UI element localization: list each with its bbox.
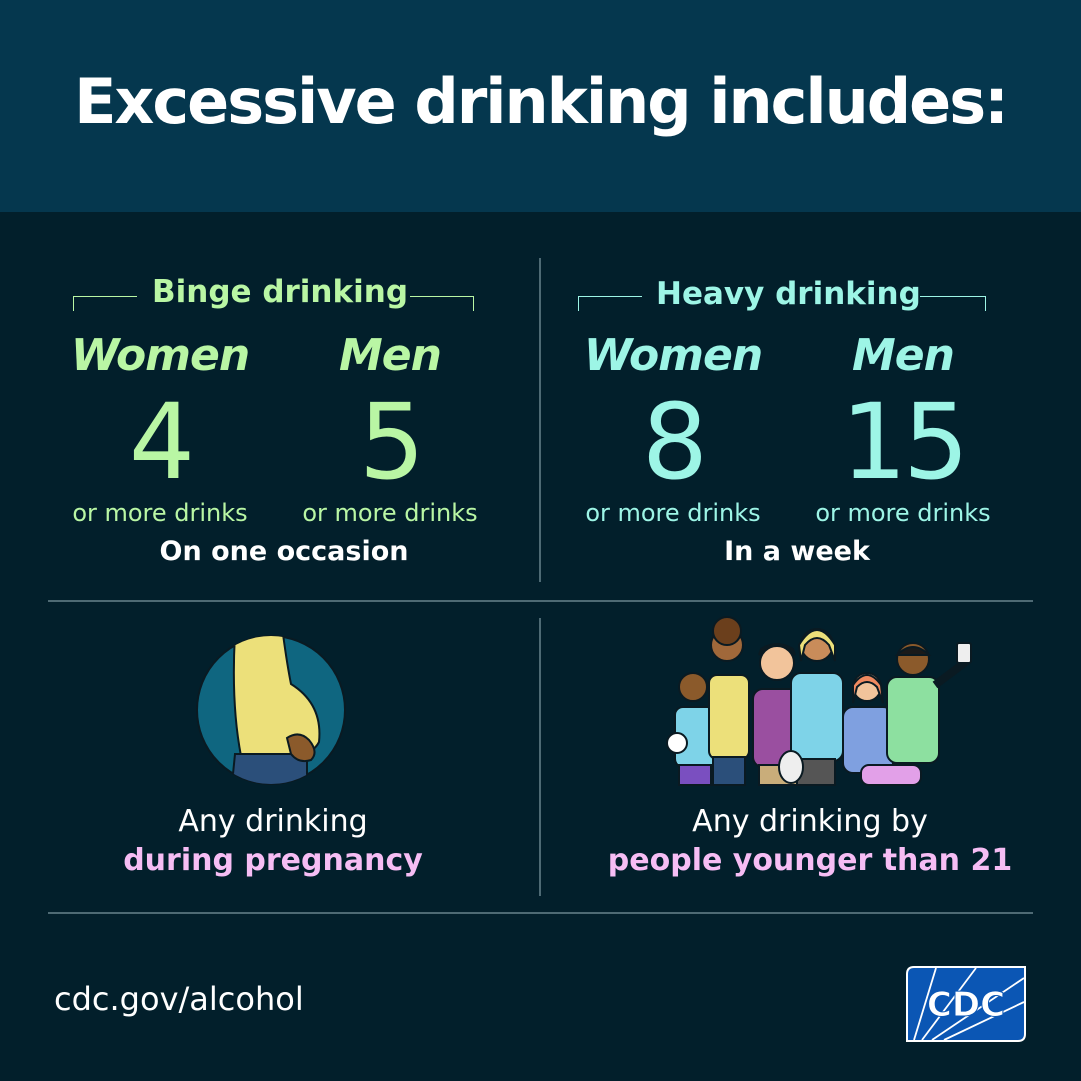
women-label: Women	[70, 330, 250, 381]
men-label: Men	[852, 330, 955, 381]
heavy-title: Heavy drinking	[656, 276, 921, 312]
underage-caption: Any drinking by people younger than 21	[580, 802, 1040, 880]
men-unit: or more drinks	[302, 499, 478, 527]
women-value: 8	[641, 381, 708, 503]
bracket-right	[920, 296, 986, 311]
page-title: Excessive drinking includes:	[74, 64, 1009, 138]
women-value: 4	[128, 381, 195, 503]
men-label: Men	[339, 330, 442, 381]
women-label: Women	[583, 330, 763, 381]
heavy-period: In a week	[724, 536, 870, 567]
pregnancy-caption: Any drinking during pregnancy	[43, 802, 503, 880]
men-value: 15	[840, 381, 969, 503]
bracket-left	[73, 296, 137, 311]
pregnancy-line1: Any drinking	[178, 804, 368, 839]
divider-vertical-bottom	[539, 618, 541, 896]
heavy-men: Men 15 or more drinks	[783, 330, 1023, 527]
cdc-logo-text: CDC	[927, 985, 1005, 1025]
young-people-group-illustration	[666, 616, 972, 786]
binge-title: Binge drinking	[152, 274, 409, 310]
women-unit: or more drinks	[72, 499, 248, 527]
divider-footer	[48, 912, 1033, 914]
bracket-left	[578, 296, 642, 311]
women-unit: or more drinks	[585, 499, 761, 527]
binge-men: Men 5 or more drinks	[270, 330, 510, 527]
underage-line1: Any drinking by	[692, 804, 928, 839]
header: Excessive drinking includes:	[0, 0, 1081, 212]
footer-url[interactable]: cdc.gov/alcohol	[54, 980, 304, 1018]
men-unit: or more drinks	[815, 499, 991, 527]
men-value: 5	[358, 381, 425, 503]
divider-horizontal	[48, 600, 1033, 602]
divider-vertical-top	[539, 258, 541, 582]
pregnant-woman-illustration	[196, 635, 346, 785]
binge-period: On one occasion	[159, 536, 409, 567]
heavy-women: Women 8 or more drinks	[553, 330, 793, 527]
underage-line2: people younger than 21	[607, 843, 1013, 878]
cdc-logo: CDC	[906, 966, 1026, 1042]
bracket-right	[410, 296, 474, 311]
pregnancy-line2: during pregnancy	[123, 843, 423, 878]
binge-women: Women 4 or more drinks	[40, 330, 280, 527]
